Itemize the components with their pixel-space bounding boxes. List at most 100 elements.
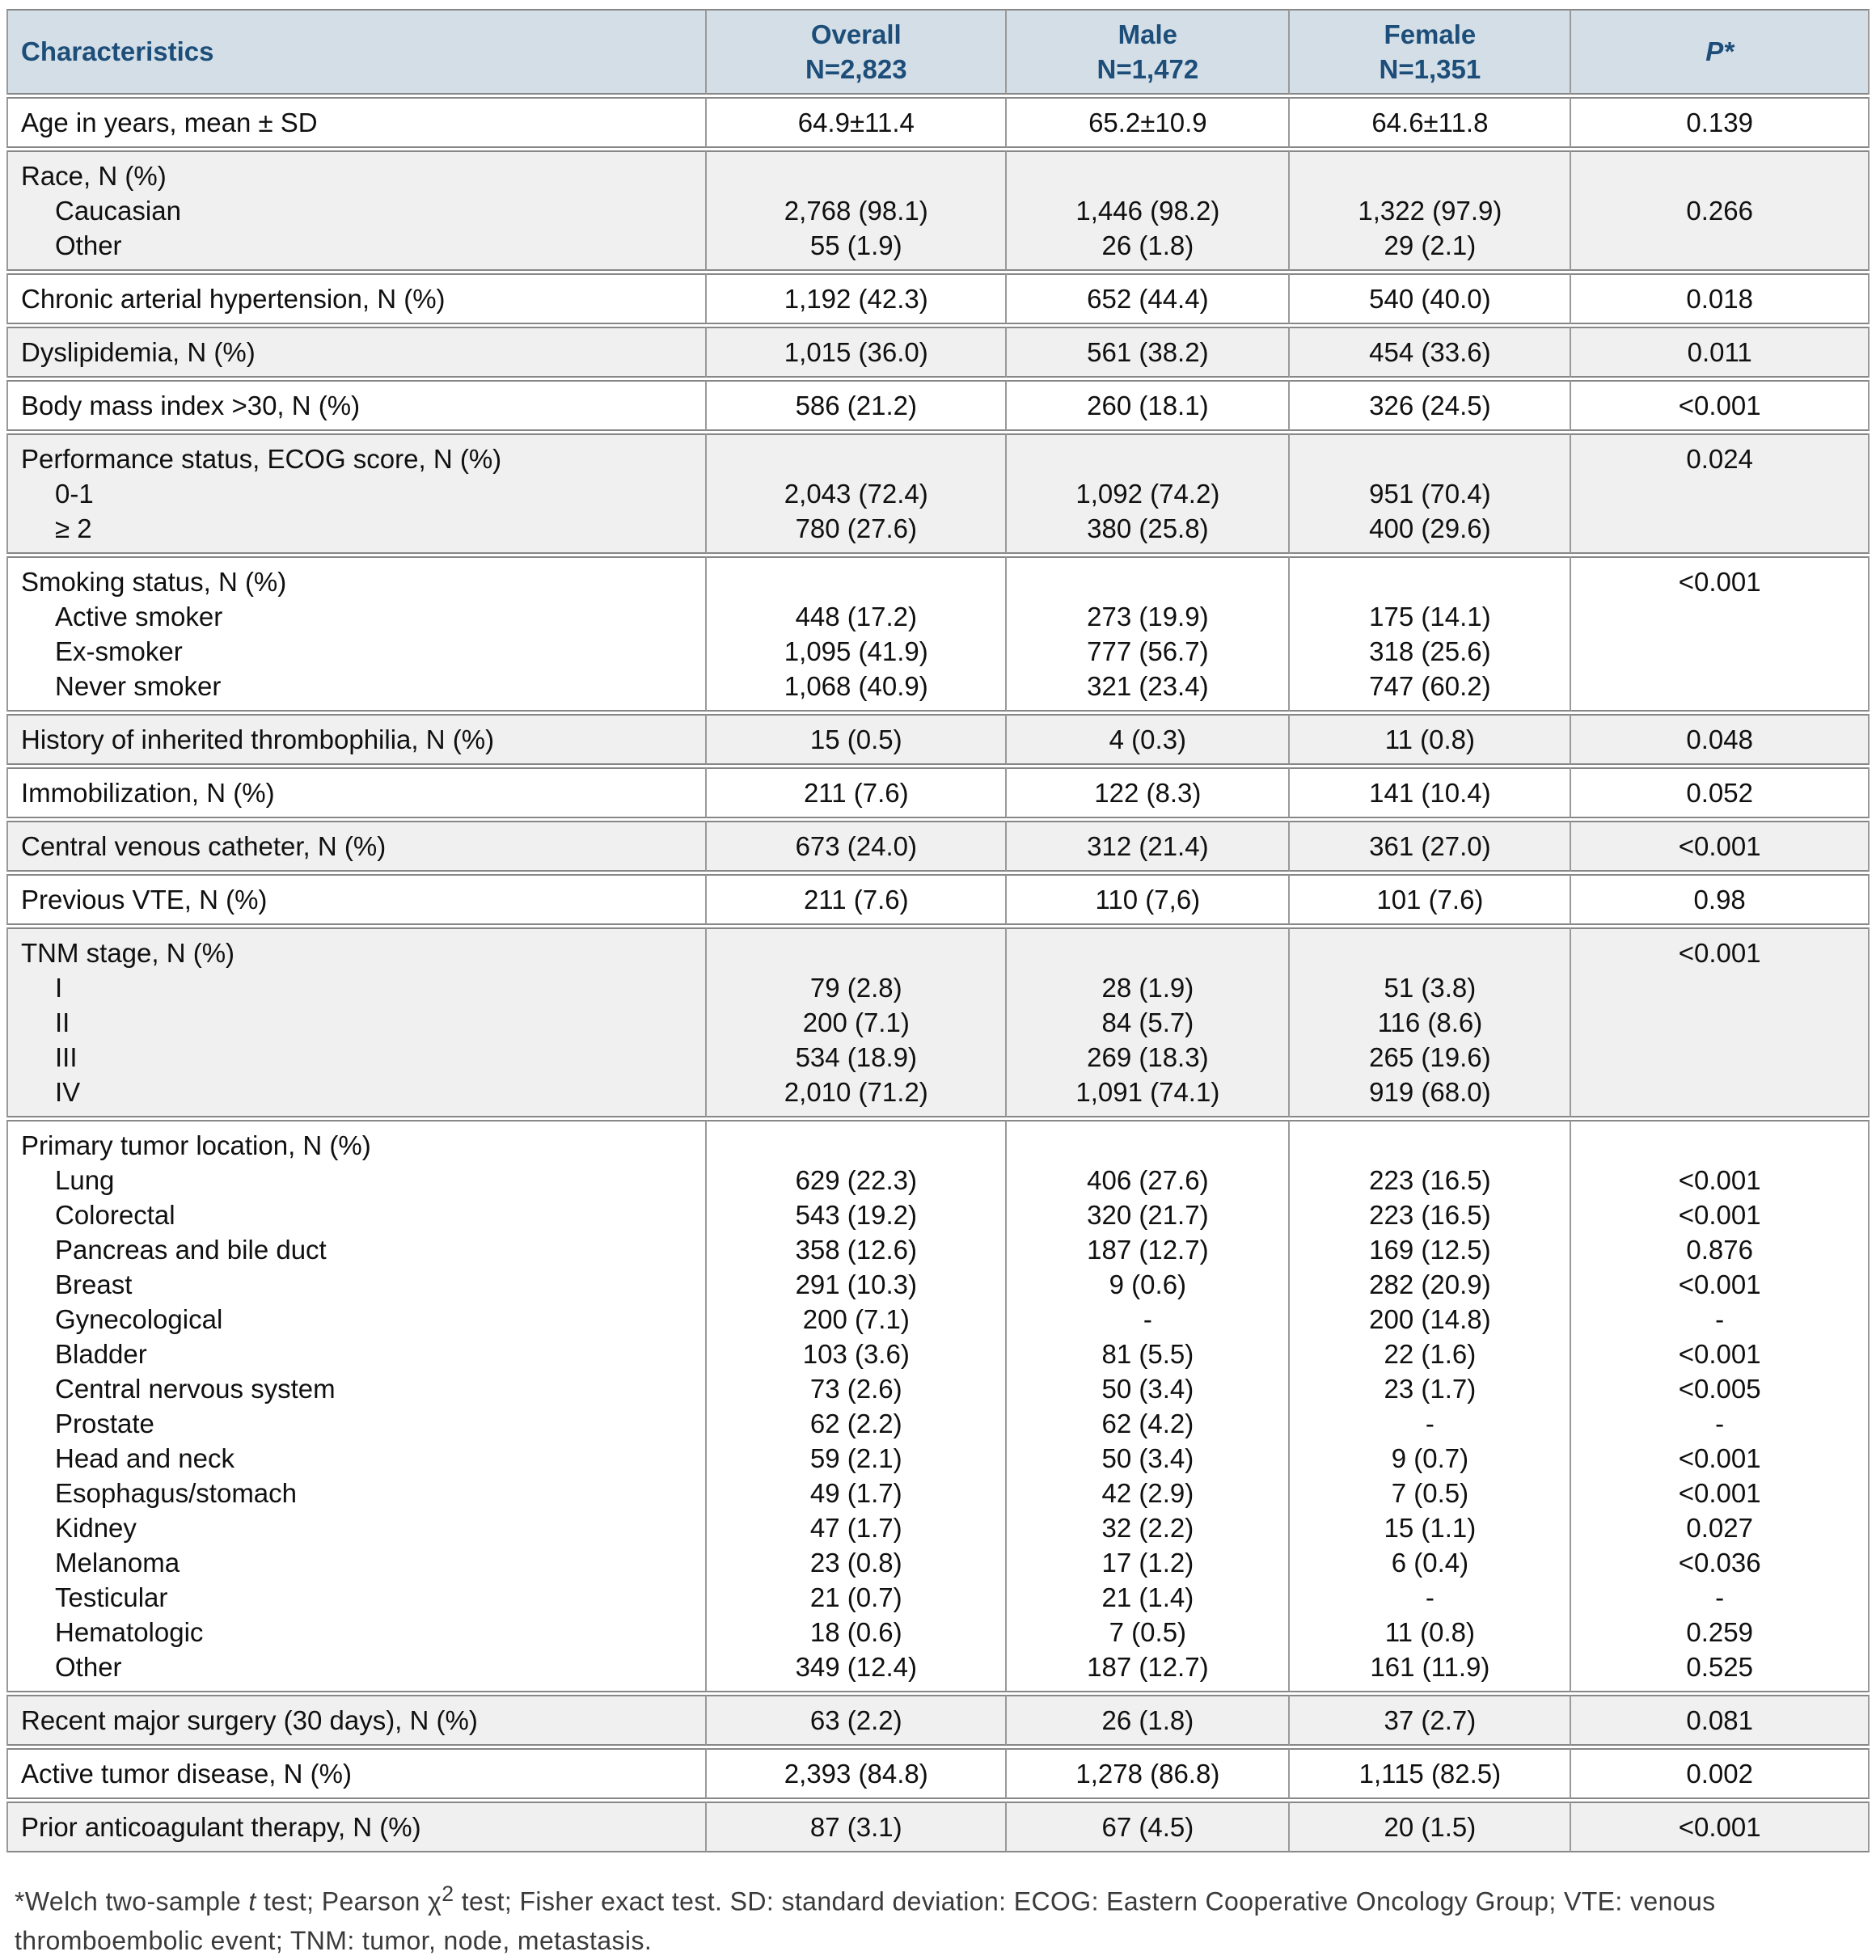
table-row: Dyslipidemia, N (%) 1,015 (36.0) 561 (38.2… [6, 327, 1870, 378]
header-overall-n: N=2,823 [805, 54, 907, 84]
characteristic-sublabel: Prostate [55, 1409, 154, 1438]
characteristic-cell: Performance status, ECOG score, N (%) 0-1… [6, 433, 708, 554]
overall-value: 64.9±11.4 [797, 108, 915, 137]
p-value-cell: <0.001 [1571, 821, 1870, 872]
characteristic-cell: Age in years, mean ± SD [6, 97, 708, 148]
p-value [1576, 970, 1863, 1005]
characteristic-cell: Central venous catheter, N (%) [6, 821, 708, 872]
female-value: 282 (20.9) [1369, 1269, 1491, 1299]
female-value: 161 (11.9) [1370, 1652, 1490, 1682]
overall-value: 629 (22.3) [795, 1165, 917, 1195]
p-value [1576, 1075, 1863, 1109]
characteristic-label: Prior anticoagulant therapy, N (%) [21, 1812, 421, 1842]
baseline-characteristics-table: Characteristics Overall N=2,823 Male N=1… [6, 6, 1870, 1855]
p-value [1576, 634, 1863, 669]
p-value-cell: 0.018 [1571, 273, 1870, 324]
table-body: Age in years, mean ± SD 64.9±11.4 65.2±10.… [6, 97, 1870, 1852]
male-value-cell: 406 (27.6) 320 (21.7) 187 (12.7) 9 (0.6) - 81… [1007, 1120, 1291, 1692]
female-value: 7 (0.5) [1391, 1478, 1469, 1508]
female-value: 101 (7.6) [1376, 885, 1484, 915]
overall-value-cell: 1,015 (36.0) [707, 327, 1008, 378]
male-value: 62 (4.2) [1101, 1409, 1194, 1438]
overall-value: 49 (1.7) [809, 1478, 902, 1508]
header-overall: Overall N=2,823 [707, 9, 1008, 95]
characteristic-sublabel: I [55, 973, 63, 1003]
overall-value-cell: 15 (0.5) [707, 714, 1008, 765]
male-value-cell: 273 (19.9) 777 (56.7) 321 (23.4) [1007, 556, 1291, 712]
female-value-cell: 454 (33.6) [1290, 327, 1572, 378]
overall-value-cell: 2,768 (98.1) 55 (1.9) [707, 150, 1008, 271]
header-row: Characteristics Overall N=2,823 Male N=1… [6, 9, 1870, 95]
characteristic-sublabel: Lung [55, 1165, 115, 1195]
characteristic-sublabel: Other [55, 230, 122, 260]
female-value [1295, 564, 1565, 599]
male-value: - [1143, 1304, 1152, 1334]
characteristic-label: Body mass index >30, N (%) [21, 391, 361, 420]
male-value: 122 (8.3) [1094, 778, 1202, 808]
overall-value-cell: 2,393 (84.8) [707, 1748, 1008, 1799]
male-value: 320 (21.7) [1087, 1200, 1209, 1230]
female-value: 326 (24.5) [1369, 391, 1491, 420]
female-value-cell: 51 (3.8) 116 (8.6) 265 (19.6) 919 (68.0) [1290, 927, 1572, 1117]
male-value-cell: 26 (1.8) [1007, 1695, 1291, 1746]
male-value: 321 (23.4) [1087, 671, 1209, 701]
p-value-cell: <0.001 [1571, 556, 1870, 712]
overall-value: 63 (2.2) [809, 1705, 902, 1735]
table-footnote: *Welch two-sample t test; Pearson χ2 tes… [15, 1882, 1716, 1955]
male-value: 65.2±10.9 [1088, 108, 1207, 137]
female-value: 951 (70.4) [1369, 479, 1491, 509]
female-value: 23 (1.7) [1384, 1374, 1477, 1404]
overall-value-cell: 673 (24.0) [707, 821, 1008, 872]
female-value: 116 (8.6) [1377, 1007, 1483, 1037]
overall-value: 2,768 (98.1) [784, 196, 928, 226]
female-value: 1,115 (82.5) [1358, 1759, 1502, 1789]
overall-value: 21 (0.7) [809, 1582, 902, 1612]
male-value: 1,092 (74.2) [1075, 479, 1220, 509]
characteristic-cell: Race, N (%) Caucasian Other [6, 150, 708, 271]
p-value-cell: <0.001 <0.001 0.876 <0.001 - <0.001 <0.005 - <0.… [1571, 1120, 1870, 1692]
characteristic-label: Chronic arterial hypertension, N (%) [21, 284, 446, 314]
male-value: 42 (2.9) [1101, 1478, 1194, 1508]
p-value-cell: 0.002 [1571, 1748, 1870, 1799]
male-value: 84 (5.7) [1101, 1007, 1194, 1037]
overall-value: 673 (24.0) [795, 831, 917, 861]
overall-value-cell: 448 (17.2) 1,095 (41.9) 1,068 (40.9) [707, 556, 1008, 712]
characteristic-cell: Chronic arterial hypertension, N (%) [6, 273, 708, 324]
female-value [1295, 1128, 1565, 1163]
male-value: 1,446 (98.2) [1075, 196, 1220, 226]
p-value-cell: 0.081 [1571, 1695, 1870, 1746]
table-row: Race, N (%) Caucasian Other 2,768 (98.1) 55… [6, 150, 1870, 271]
header-male-n: N=1,472 [1096, 54, 1199, 84]
header-female-label: Female [1384, 19, 1477, 49]
male-value [1012, 936, 1283, 970]
table-row: Performance status, ECOG score, N (%) 0-1… [6, 433, 1870, 554]
p-value [1576, 1005, 1863, 1040]
male-value-cell: 28 (1.9) 84 (5.7) 269 (18.3) 1,091 (74.1) [1007, 927, 1291, 1117]
header-overall-label: Overall [810, 19, 902, 49]
female-value-cell: 1,322 (97.9) 29 (2.1) [1290, 150, 1572, 271]
p-value: <0.036 [1678, 1548, 1761, 1578]
p-value: <0.001 [1678, 567, 1761, 597]
female-value: 540 (40.0) [1369, 284, 1491, 314]
characteristic-sublabel: Bladder [55, 1339, 147, 1369]
female-value-cell: 11 (0.8) [1290, 714, 1572, 765]
header-characteristics: Characteristics [6, 9, 708, 95]
overall-value: 780 (27.6) [795, 513, 917, 543]
female-value-cell: 540 (40.0) [1290, 273, 1572, 324]
p-value-cell: 0.024 [1571, 433, 1870, 554]
overall-value: 200 (7.1) [802, 1007, 910, 1037]
characteristic-label: Recent major surgery (30 days), N (%) [21, 1705, 478, 1735]
male-value-cell: 110 (7,6) [1007, 874, 1291, 925]
characteristic-cell: Recent major surgery (30 days), N (%) [6, 1695, 708, 1746]
p-value: 0.027 [1686, 1513, 1753, 1543]
female-value: - [1425, 1409, 1434, 1438]
p-value [1576, 669, 1863, 703]
p-value [1576, 1040, 1863, 1075]
characteristic-cell: History of inherited thrombophilia, N (%… [6, 714, 708, 765]
characteristic-sublabel: Ex-smoker [55, 636, 183, 666]
characteristic-cell: Body mass index >30, N (%) [6, 380, 708, 431]
characteristic-sublabel: Esophagus/stomach [55, 1478, 298, 1508]
p-value-cell: 0.011 [1571, 327, 1870, 378]
overall-value: 2,043 (72.4) [784, 479, 928, 509]
characteristic-label: TNM stage, N (%) [21, 938, 235, 968]
